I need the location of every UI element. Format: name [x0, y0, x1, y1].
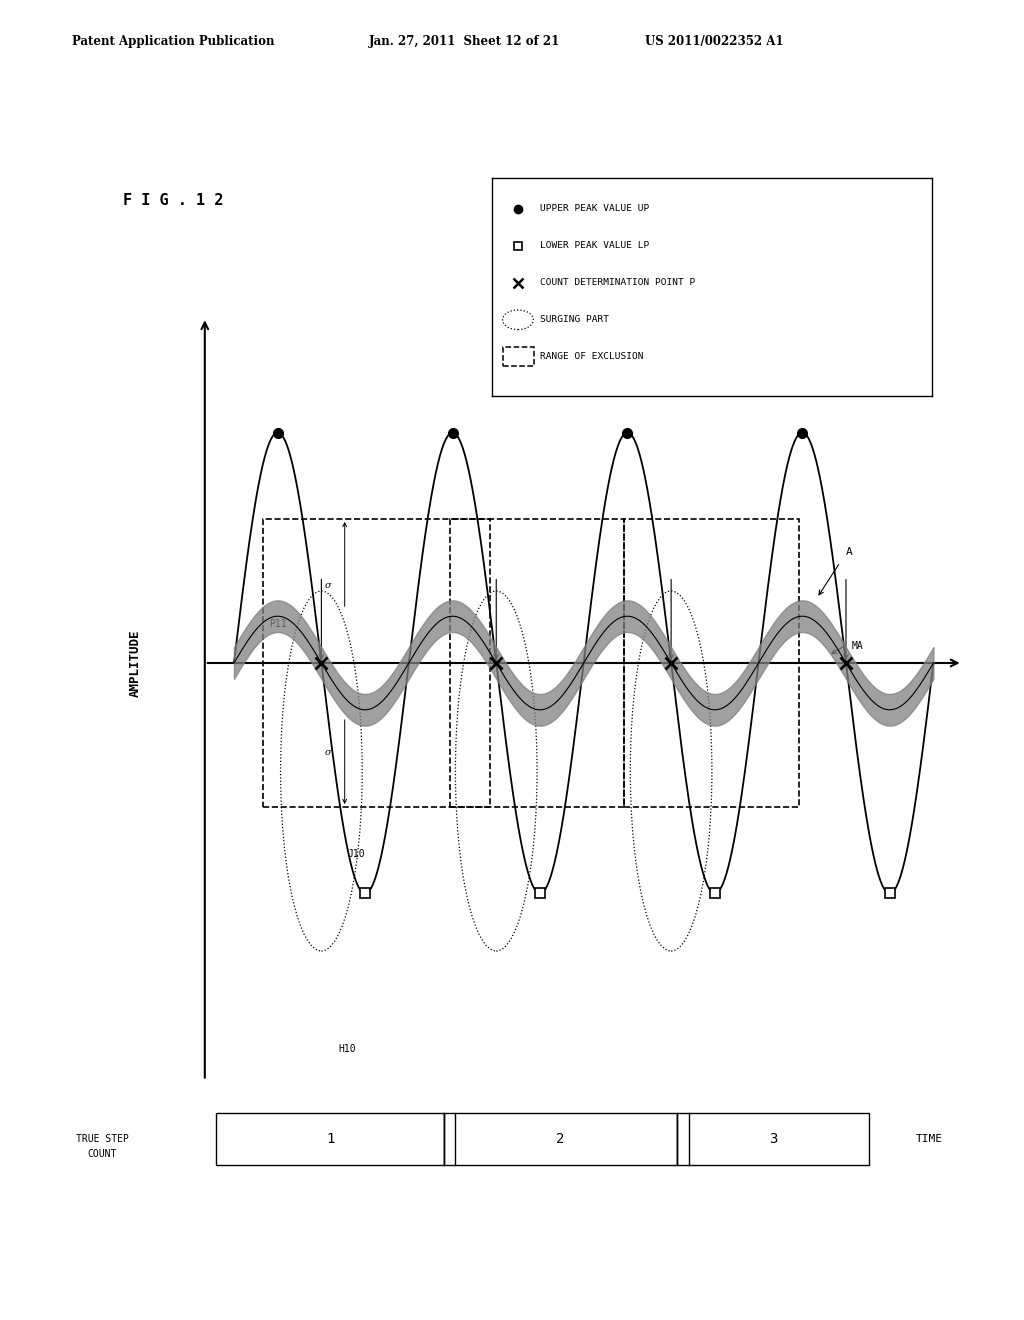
Text: LOWER PEAK VALUE LP: LOWER PEAK VALUE LP — [540, 242, 649, 251]
Text: H10: H10 — [339, 1044, 356, 1053]
Text: UPPER PEAK VALUE UP: UPPER PEAK VALUE UP — [540, 205, 649, 214]
Text: MA: MA — [852, 640, 863, 651]
Bar — [677, 1113, 869, 1166]
Text: F I G . 1 2: F I G . 1 2 — [123, 193, 223, 207]
Text: COUNT: COUNT — [88, 1148, 117, 1159]
Text: A: A — [846, 546, 853, 557]
Text: COUNT DETERMINATION POINT P: COUNT DETERMINATION POINT P — [540, 279, 695, 288]
Bar — [625, 519, 800, 807]
Text: 2: 2 — [556, 1133, 564, 1146]
Text: σ: σ — [325, 581, 331, 590]
Text: 3: 3 — [769, 1133, 777, 1146]
Text: US 2011/0022352 A1: US 2011/0022352 A1 — [645, 34, 783, 48]
Text: Jan. 27, 2011  Sheet 12 of 21: Jan. 27, 2011 Sheet 12 of 21 — [369, 34, 560, 48]
Bar — [443, 1113, 677, 1166]
Bar — [450, 519, 625, 807]
Text: P11: P11 — [269, 619, 287, 630]
Text: J10: J10 — [347, 849, 366, 859]
Bar — [503, 347, 535, 367]
Bar — [263, 519, 490, 807]
Text: TRUE STEP: TRUE STEP — [76, 1134, 129, 1144]
Text: TIME: TIME — [915, 1134, 943, 1144]
Text: SURGING PART: SURGING PART — [540, 315, 609, 325]
Text: Patent Application Publication: Patent Application Publication — [72, 34, 274, 48]
Bar — [216, 1113, 443, 1166]
Text: 1: 1 — [326, 1133, 334, 1146]
Text: σ: σ — [325, 748, 331, 758]
Text: RANGE OF EXCLUSION: RANGE OF EXCLUSION — [540, 352, 643, 362]
Text: AMPLITUDE: AMPLITUDE — [128, 630, 141, 697]
